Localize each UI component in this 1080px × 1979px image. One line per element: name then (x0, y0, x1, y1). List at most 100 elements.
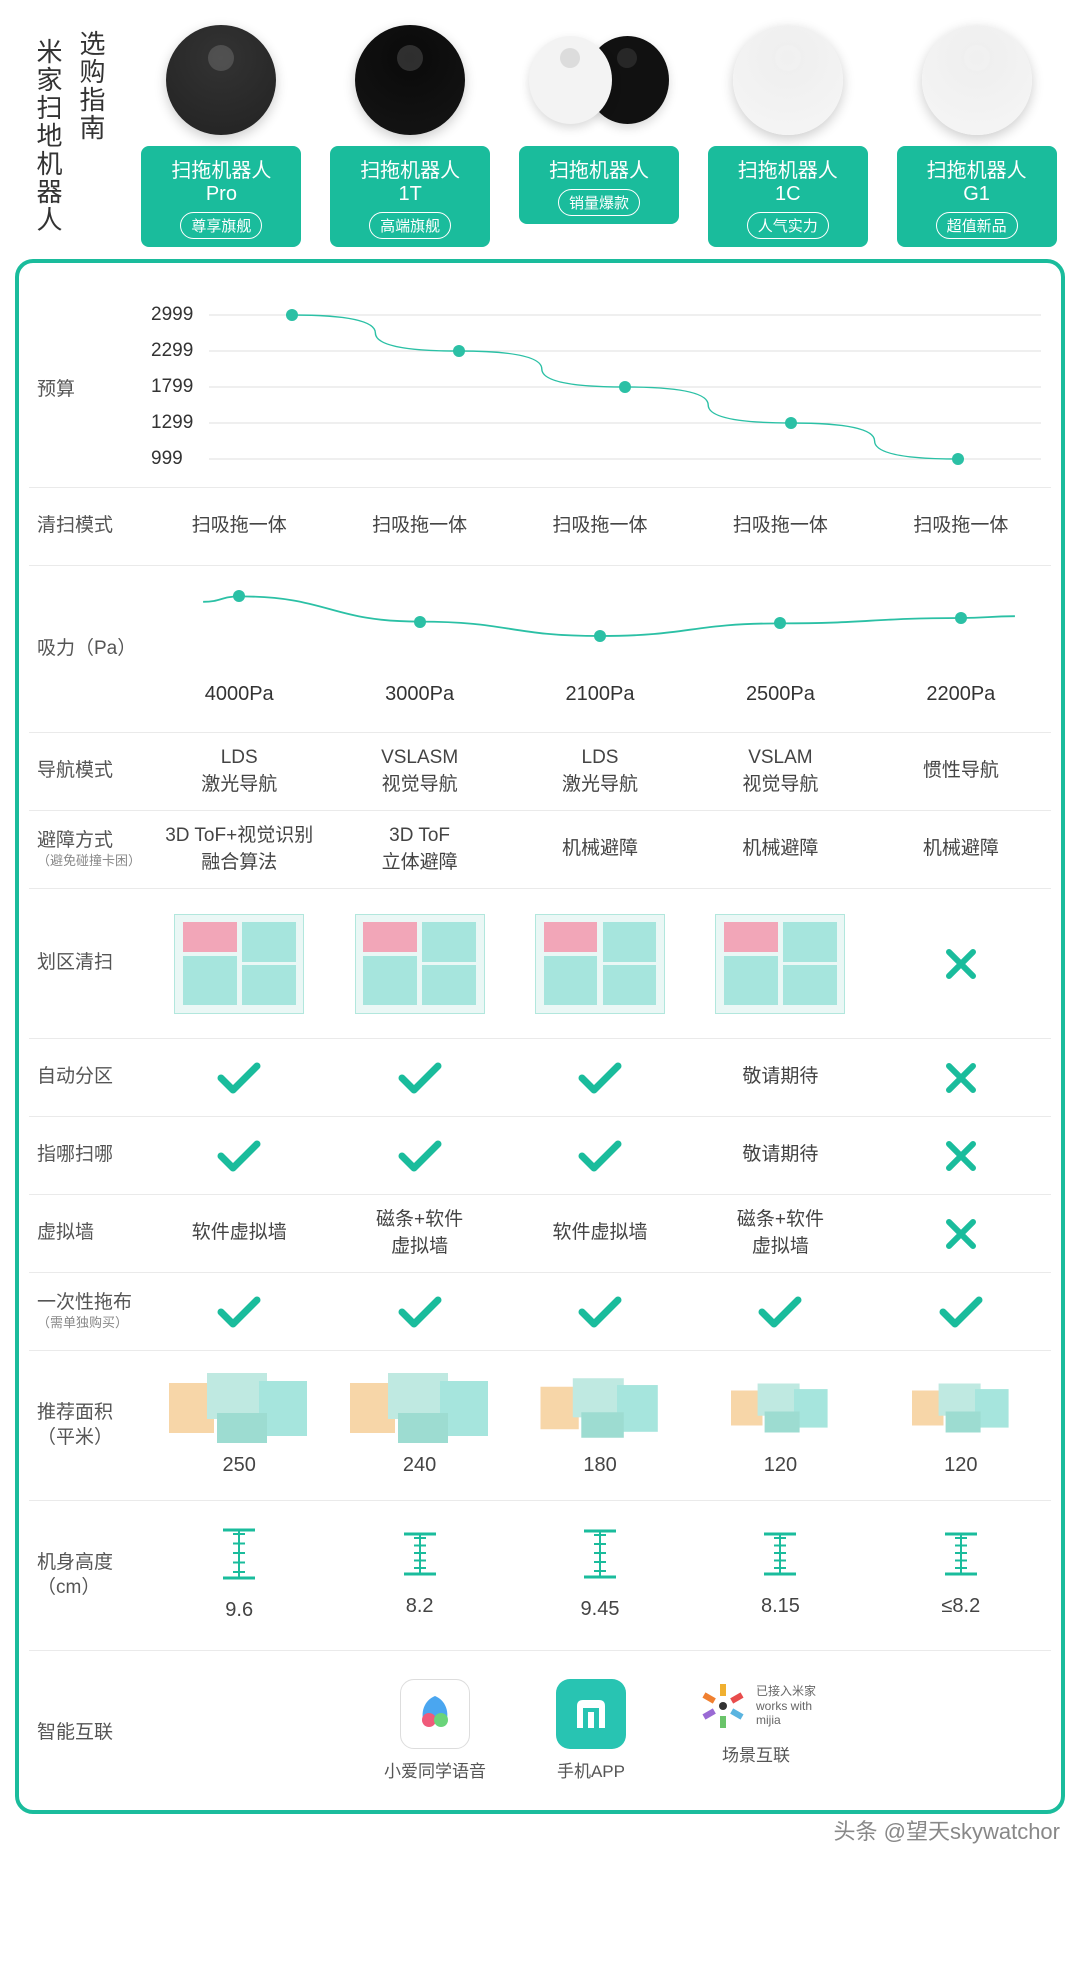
suction-chart (149, 582, 1051, 672)
suction-value: 2100Pa (510, 672, 690, 716)
row-zone-clean: 划区清扫 (29, 889, 1051, 1039)
check-icon (871, 1286, 1051, 1338)
product-col-3: 扫拖机器人1C人气实力 (700, 20, 875, 247)
area-cell: 180 (510, 1365, 690, 1487)
check-icon (510, 1052, 690, 1104)
product-label: 扫拖机器人Pro尊享旗舰 (141, 146, 301, 247)
area-label: 推荐面积 （平米） (37, 1402, 113, 1448)
product-image (718, 20, 858, 140)
interconnect-label: 智能互联 (37, 1722, 113, 1743)
page-title: 米家扫地机器人 选购指南 (15, 20, 125, 234)
suction-marker (774, 617, 786, 629)
interconnect-item-xiaoai: 小爱同学语音 (384, 1679, 486, 1782)
cell: 扫吸拖一体 (690, 505, 870, 548)
interconnect-label: 小爱同学语音 (384, 1757, 486, 1782)
row-budget: 预算 2999 2299 1799 1299 999 (29, 277, 1051, 488)
check-icon (329, 1286, 509, 1338)
row-clean-mode: 清扫模式 扫吸拖一体扫吸拖一体扫吸拖一体扫吸拖一体扫吸拖一体 (29, 488, 1051, 566)
area-cell: 120 (871, 1365, 1051, 1487)
budget-chart: 2999 2299 1799 1299 999 (149, 297, 1051, 477)
x-icon (871, 1052, 1051, 1104)
height-cell: 8.15 (690, 1520, 870, 1632)
cell: 3D ToF 立体避障 (329, 815, 509, 884)
budget-marker (453, 345, 465, 357)
product-label: 扫拖机器人1T高端旗舰 (330, 146, 490, 247)
cell: VSLAM 视觉导航 (690, 737, 870, 806)
suction-value: 3000Pa (329, 672, 509, 716)
x-icon (871, 1199, 1051, 1268)
product-col-1: 扫拖机器人1T高端旗舰 (323, 20, 498, 247)
budget-marker (619, 381, 631, 393)
height-cell: 9.45 (510, 1520, 690, 1632)
product-label: 扫拖机器人G1超值新品 (897, 146, 1057, 247)
height-label: 机身高度 （cm） (37, 1552, 113, 1598)
area-cell: 240 (329, 1365, 509, 1487)
suction-value: 4000Pa (149, 672, 329, 716)
height-icon (760, 1532, 800, 1578)
suction-marker (955, 612, 967, 624)
budget-label: 预算 (37, 374, 75, 401)
product-image (907, 20, 1047, 140)
row-height: 机身高度 （cm） 9.68.29.458.15≤8.2 (29, 1501, 1051, 1651)
x-icon (871, 1130, 1051, 1182)
text-cell: 软件虚拟墙 (510, 1199, 690, 1268)
mini-map-icon (329, 906, 509, 1022)
title-line2: 选购指南 (73, 30, 110, 234)
row-nav: 导航模式 LDS 激光导航VSLASM 视觉导航LDS 激光导航VSLAM 视觉… (29, 733, 1051, 811)
mijia-icon: 已接入米家 works with mijia (696, 1679, 816, 1733)
text-cell: 磁条+软件 虚拟墙 (329, 1199, 509, 1268)
product-image (151, 20, 291, 140)
height-cell: 9.6 (149, 1520, 329, 1632)
check-icon (149, 1130, 329, 1182)
nav-label: 导航模式 (37, 760, 113, 781)
row-point-clean: 指哪扫哪 敬请期待 (29, 1117, 1051, 1195)
comparison-table: 预算 2999 2299 1799 1299 999 清扫模式 扫吸拖一体扫吸拖一体扫吸… (15, 259, 1065, 1814)
suction-marker (594, 630, 606, 642)
product-image (340, 20, 480, 140)
app-icon (556, 1679, 626, 1749)
obstacle-sublabel: （避免碰撞卡困） (37, 853, 149, 870)
watermark: 头条 @望天skywatchor (0, 1814, 1080, 1846)
header: 米家扫地机器人 选购指南 扫拖机器人Pro尊享旗舰扫拖机器人1T高端旗舰扫拖机器… (15, 20, 1065, 247)
text-cell: 敬请期待 (690, 1052, 870, 1104)
obstacle-label: 避障方式 (37, 830, 113, 851)
product-label: 扫拖机器人1C人气实力 (708, 146, 868, 247)
products-header: 扫拖机器人Pro尊享旗舰扫拖机器人1T高端旗舰扫拖机器人销量爆款扫拖机器人1C人… (133, 20, 1065, 247)
auto-partition-label: 自动分区 (37, 1066, 113, 1087)
budget-ytick: 2299 (151, 340, 193, 362)
mini-map-icon (510, 906, 690, 1022)
x-icon (871, 906, 1051, 1022)
budget-ytick: 2999 (151, 304, 193, 326)
product-col-2: 扫拖机器人销量爆款 (511, 20, 686, 247)
row-virtual-wall: 虚拟墙 软件虚拟墙磁条+软件 虚拟墙软件虚拟墙磁条+软件 虚拟墙 (29, 1195, 1051, 1273)
check-icon (149, 1052, 329, 1104)
budget-marker (952, 453, 964, 465)
suction-marker (233, 590, 245, 602)
cell: 机械避障 (510, 815, 690, 884)
budget-marker (785, 417, 797, 429)
cell: LDS 激光导航 (510, 737, 690, 806)
budget-ytick: 999 (151, 448, 183, 470)
budget-ytick: 1299 (151, 412, 193, 434)
cell: 惯性导航 (871, 737, 1051, 806)
check-icon (690, 1286, 870, 1338)
height-icon (941, 1532, 981, 1578)
mini-map-icon (149, 906, 329, 1022)
cell: 扫吸拖一体 (149, 505, 329, 548)
budget-ytick: 1799 (151, 376, 193, 398)
point-clean-label: 指哪扫哪 (37, 1144, 113, 1165)
height-icon (400, 1532, 440, 1578)
mop-label: 一次性拖布 (37, 1292, 132, 1313)
row-obstacle: 避障方式（避免碰撞卡困） 3D ToF+视觉识别 融合算法3D ToF 立体避障… (29, 811, 1051, 889)
suction-label: 吸力（Pa） (37, 637, 136, 662)
cell: 机械避障 (871, 815, 1051, 884)
cell: 扫吸拖一体 (329, 505, 509, 548)
product-col-4: 扫拖机器人G1超值新品 (889, 20, 1064, 247)
row-suction: 吸力（Pa） 4000Pa3000Pa2100Pa2500Pa2200Pa (29, 566, 1051, 733)
mini-map-icon (690, 906, 870, 1022)
text-cell: 敬请期待 (690, 1130, 870, 1182)
row-auto-partition: 自动分区 敬请期待 (29, 1039, 1051, 1117)
height-icon (219, 1528, 259, 1582)
suction-value: 2200Pa (871, 672, 1051, 716)
height-icon (580, 1529, 620, 1581)
